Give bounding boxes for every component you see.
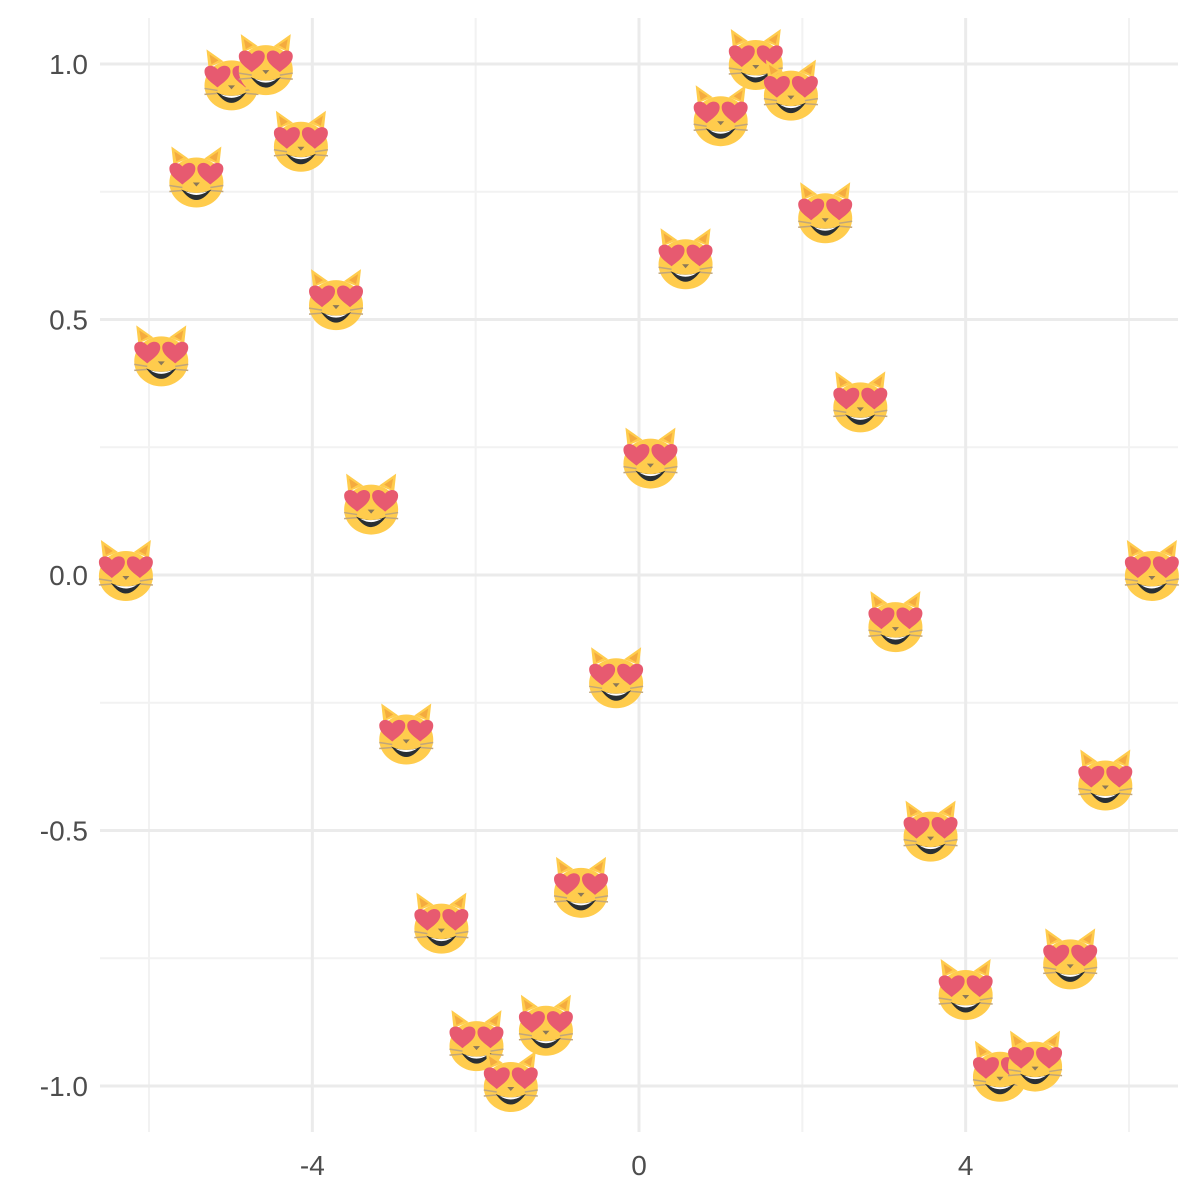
cat-heart-eyes-icon: [763, 58, 819, 122]
cat-heart-eyes-icon: [343, 472, 399, 536]
cat-heart-eyes-icon: [413, 891, 470, 955]
cat-heart-eyes-icon: [622, 426, 679, 490]
cat-heart-eyes-icon: [657, 227, 714, 291]
cat-heart-eyes-icon: [832, 370, 889, 434]
x-axis: -4 0 4: [300, 1150, 974, 1181]
cat-heart-eyes-icon: [133, 324, 189, 388]
x-tick-label: 0: [631, 1150, 647, 1181]
grid-layer: [100, 18, 1178, 1132]
x-tick-label: 4: [958, 1150, 974, 1181]
cat-heart-eyes-icon: [1077, 748, 1134, 812]
cat-heart-eyes-icon: [308, 268, 364, 331]
cat-heart-eyes-icon: [483, 1050, 539, 1113]
cat-heart-eyes-icon: [98, 539, 154, 602]
cat-heart-eyes-icon: [867, 590, 924, 653]
y-tick-label: 0.0: [49, 560, 88, 591]
cat-heart-eyes-icon: [1007, 1029, 1063, 1093]
cat-heart-eyes-icon: [378, 702, 434, 766]
y-tick-label: -1.0: [40, 1071, 88, 1102]
cat-heart-eyes-icon: [553, 856, 609, 919]
cat-heart-eyes-icon: [168, 145, 225, 209]
cat-heart-eyes-icon: [238, 33, 294, 96]
cat-heart-eyes-icon: [692, 84, 749, 147]
cat-heart-eyes-icon: [1124, 539, 1180, 602]
y-axis: -1.0 -0.5 0.0 0.5 1.0: [40, 49, 88, 1102]
cat-heart-eyes-icon: [518, 994, 574, 1057]
cat-heart-eyes-icon: [1042, 927, 1098, 991]
y-tick-label: 0.5: [49, 304, 88, 335]
cat-heart-eyes-icon: [902, 799, 959, 863]
cat-heart-eyes-icon: [588, 646, 644, 710]
cat-heart-eyes-icon: [273, 110, 329, 173]
y-tick-label: 1.0: [49, 49, 88, 80]
x-tick-label: -4: [300, 1150, 325, 1181]
y-tick-label: -0.5: [40, 816, 88, 847]
